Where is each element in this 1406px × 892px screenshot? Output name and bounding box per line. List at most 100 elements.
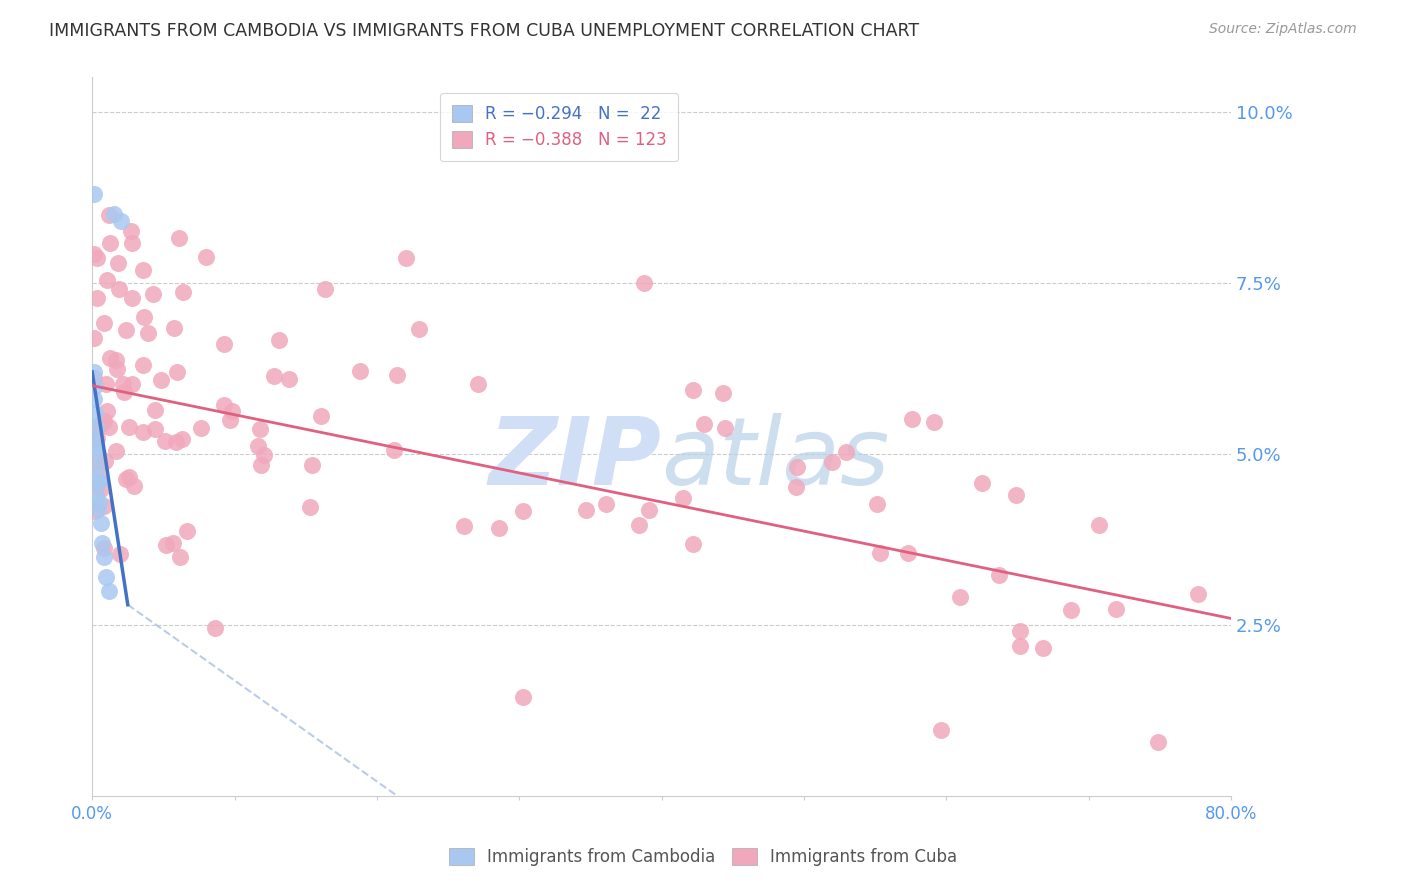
Legend: Immigrants from Cambodia, Immigrants from Cuba: Immigrants from Cambodia, Immigrants fro… bbox=[440, 840, 966, 875]
Point bbox=[163, 321, 186, 335]
Point bbox=[453, 518, 475, 533]
Point bbox=[132, 310, 155, 324]
Point bbox=[204, 621, 226, 635]
Point bbox=[83, 420, 105, 434]
Point bbox=[143, 422, 166, 436]
Point bbox=[83, 504, 105, 518]
Point bbox=[249, 422, 271, 436]
Point bbox=[90, 417, 112, 432]
Point bbox=[121, 291, 143, 305]
Point bbox=[118, 470, 141, 484]
Point bbox=[176, 524, 198, 538]
Point bbox=[142, 287, 165, 301]
Point bbox=[638, 503, 661, 517]
Point bbox=[104, 444, 127, 458]
Point bbox=[267, 333, 290, 347]
Point bbox=[86, 488, 108, 502]
Point bbox=[86, 291, 108, 305]
Point bbox=[93, 454, 115, 468]
Point bbox=[1010, 624, 1032, 638]
Point bbox=[93, 541, 115, 555]
Point bbox=[105, 362, 128, 376]
Point bbox=[107, 256, 129, 270]
Point bbox=[382, 443, 405, 458]
Point bbox=[512, 504, 534, 518]
Point bbox=[94, 376, 117, 391]
Point bbox=[93, 414, 115, 428]
Point bbox=[83, 365, 105, 379]
Text: Source: ZipAtlas.com: Source: ZipAtlas.com bbox=[1209, 22, 1357, 37]
Point bbox=[86, 251, 108, 265]
Point bbox=[314, 282, 336, 296]
Point bbox=[162, 536, 184, 550]
Point bbox=[86, 440, 108, 454]
Point bbox=[1008, 639, 1031, 653]
Point bbox=[98, 351, 121, 365]
Point bbox=[90, 482, 112, 496]
Point bbox=[87, 475, 110, 489]
Point bbox=[84, 378, 107, 392]
Point bbox=[98, 419, 121, 434]
Point bbox=[682, 384, 704, 398]
Point bbox=[247, 439, 270, 453]
Point bbox=[136, 326, 159, 341]
Point bbox=[98, 208, 121, 222]
Point bbox=[682, 537, 704, 551]
Point bbox=[212, 398, 235, 412]
Point bbox=[143, 403, 166, 417]
Point bbox=[869, 546, 891, 560]
Point bbox=[1004, 488, 1026, 502]
Point bbox=[901, 412, 924, 426]
Point bbox=[114, 322, 136, 336]
Point bbox=[83, 331, 105, 345]
Point bbox=[219, 413, 242, 427]
Point bbox=[89, 495, 111, 509]
Point bbox=[1032, 640, 1054, 655]
Point bbox=[89, 475, 111, 489]
Point bbox=[278, 372, 301, 386]
Point bbox=[897, 546, 920, 560]
Point bbox=[212, 336, 235, 351]
Point bbox=[93, 316, 115, 330]
Point bbox=[155, 434, 177, 448]
Point bbox=[118, 419, 141, 434]
Point bbox=[834, 444, 856, 458]
Point bbox=[385, 368, 408, 382]
Point bbox=[110, 547, 132, 561]
Point bbox=[122, 478, 145, 492]
Point bbox=[84, 455, 107, 469]
Point bbox=[172, 285, 194, 299]
Point bbox=[633, 277, 655, 291]
Point bbox=[83, 370, 105, 384]
Point bbox=[250, 458, 273, 473]
Text: ZIP: ZIP bbox=[489, 412, 662, 505]
Point bbox=[253, 448, 276, 462]
Point bbox=[1059, 603, 1081, 617]
Point bbox=[86, 431, 108, 445]
Point bbox=[309, 409, 332, 423]
Point bbox=[349, 363, 371, 377]
Point bbox=[155, 538, 177, 552]
Point bbox=[970, 476, 993, 491]
Point bbox=[166, 365, 188, 379]
Point bbox=[301, 458, 323, 472]
Point bbox=[195, 250, 218, 264]
Point bbox=[110, 214, 132, 228]
Point bbox=[467, 377, 489, 392]
Point bbox=[87, 501, 110, 516]
Point bbox=[821, 455, 844, 469]
Point bbox=[96, 570, 118, 584]
Point bbox=[89, 464, 111, 478]
Point bbox=[575, 503, 598, 517]
Point bbox=[165, 435, 187, 450]
Point bbox=[512, 690, 534, 704]
Point bbox=[595, 497, 617, 511]
Point bbox=[785, 480, 807, 494]
Point bbox=[395, 251, 418, 265]
Point bbox=[1187, 587, 1209, 601]
Point bbox=[84, 480, 107, 494]
Legend: R = −0.294   N =  22, R = −0.388   N = 123: R = −0.294 N = 22, R = −0.388 N = 123 bbox=[440, 93, 678, 161]
Point bbox=[93, 549, 115, 564]
Point bbox=[190, 421, 212, 435]
Point bbox=[672, 491, 695, 505]
